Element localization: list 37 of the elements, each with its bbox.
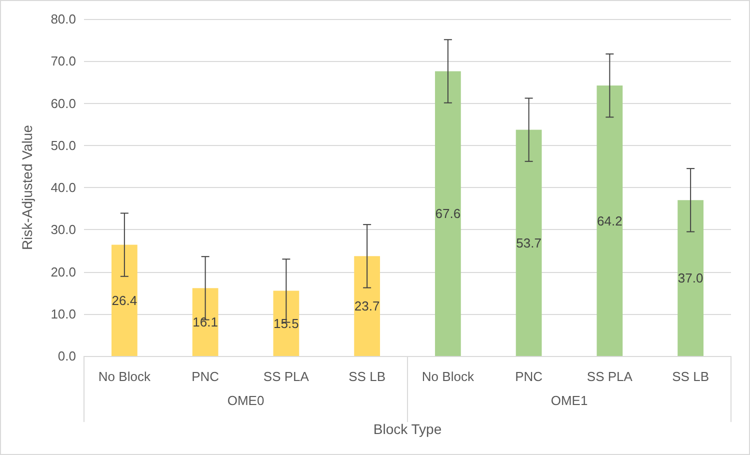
x-tick-label: No Block (422, 369, 474, 384)
y-tick-label: 70.0 (50, 54, 76, 69)
bar (273, 290, 300, 356)
text: OME0 (227, 393, 264, 408)
data-label: 53.7 (516, 235, 542, 250)
bar (354, 256, 380, 356)
x-tick-label: PNC (192, 369, 220, 384)
text: OME1 (550, 393, 588, 408)
x-tick-label: PNC (515, 369, 543, 384)
data-label: 23.7 (354, 298, 380, 314)
data-label: 15.5 (274, 316, 299, 331)
x-tick-label: SS LB (348, 369, 386, 384)
x-tick-label: SS LB (672, 369, 709, 384)
bar (516, 130, 542, 356)
x-axis-title: Block Type (373, 421, 442, 437)
bar (192, 288, 218, 356)
y-tick-label: 10.0 (50, 306, 76, 322)
y-tick-label: 60.0 (50, 96, 76, 111)
y-tick-label: 80.0 (50, 12, 76, 26)
data-label: 16.1 (192, 314, 218, 330)
bar (678, 200, 704, 356)
x-tick-label: SS PLA (263, 369, 310, 384)
data-label: 64.2 (597, 213, 622, 228)
bar (596, 86, 623, 356)
y-tick-label: 30.0 (50, 222, 76, 238)
bar (112, 244, 138, 356)
bar (435, 71, 461, 356)
x-tick-label: SS PLA (586, 369, 633, 384)
y-axis-title: Risk-Adjusted Value (19, 124, 35, 250)
data-label: 37.0 (678, 270, 704, 286)
y-tick-label: 40.0 (50, 180, 76, 195)
y-tick-label: 20.0 (50, 264, 76, 280)
x-tick-label: No Block (98, 369, 151, 384)
y-tick-label: 0.0 (58, 348, 76, 364)
y-tick-label: 50.0 (50, 138, 76, 153)
data-label: 26.4 (112, 292, 138, 308)
data-label: 67.6 (435, 206, 461, 222)
